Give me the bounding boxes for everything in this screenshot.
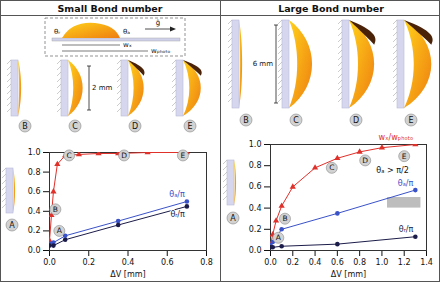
svg-text:6 mm: 6 mm (253, 60, 273, 68)
svg-text:C: C (329, 163, 334, 172)
svg-text:2 mm: 2 mm (92, 84, 112, 92)
svg-text:Large Bond number: Large Bond number (278, 3, 384, 14)
svg-text:0.4: 0.4 (309, 258, 322, 267)
svg-text:1.0: 1.0 (28, 148, 41, 157)
svg-text:D: D (121, 151, 127, 160)
svg-text:ĝ: ĝ (156, 19, 160, 27)
svg-text:θₐ: θₐ (123, 28, 130, 36)
svg-text:C: C (72, 122, 78, 131)
svg-text:A: A (57, 226, 63, 235)
svg-text:0.6: 0.6 (161, 258, 174, 267)
svg-text:A: A (9, 221, 15, 230)
svg-text:C: C (293, 116, 299, 125)
svg-text:wₚₕₒₜₒ: wₚₕₒₜₒ (151, 47, 171, 55)
svg-text:1.0: 1.0 (249, 140, 262, 149)
svg-text:θᵣ: θᵣ (54, 28, 60, 36)
svg-text:B: B (22, 122, 28, 131)
svg-text:0.8: 0.8 (353, 258, 366, 267)
svg-text:B: B (243, 116, 249, 125)
svg-text:θₐ > π/2: θₐ > π/2 (376, 166, 408, 175)
svg-text:D: D (132, 122, 138, 131)
svg-text:0.6: 0.6 (331, 258, 344, 267)
svg-text:0.6: 0.6 (28, 187, 41, 196)
svg-text:0.8: 0.8 (28, 168, 41, 177)
svg-text:0.0: 0.0 (43, 258, 56, 267)
svg-text:B: B (53, 205, 58, 214)
svg-text:C: C (67, 151, 72, 160)
svg-text:1.0: 1.0 (376, 258, 389, 267)
svg-text:D: D (353, 116, 359, 125)
svg-text:0.2: 0.2 (28, 226, 41, 235)
svg-text:A: A (230, 214, 236, 223)
svg-text:ΔV [mm]: ΔV [mm] (331, 270, 366, 279)
svg-text:E: E (402, 152, 407, 161)
svg-text:1.2: 1.2 (398, 258, 411, 267)
svg-text:wₓ: wₓ (123, 41, 132, 49)
svg-text:θᵣ/π: θᵣ/π (399, 225, 414, 234)
svg-text:E: E (187, 122, 192, 131)
svg-text:E: E (408, 116, 413, 125)
svg-text:0.4: 0.4 (28, 207, 41, 216)
svg-text:0.4: 0.4 (249, 204, 262, 213)
svg-text:0.0: 0.0 (264, 258, 277, 267)
svg-text:0.6: 0.6 (249, 182, 262, 191)
svg-text:0.0: 0.0 (28, 246, 41, 255)
svg-text:B: B (282, 214, 287, 223)
svg-text:θₐ/π: θₐ/π (398, 179, 414, 188)
svg-text:0.2: 0.2 (286, 258, 299, 267)
svg-text:Small Bond number: Small Bond number (58, 3, 163, 14)
svg-text:0.2: 0.2 (82, 258, 95, 267)
svg-text:ΔV [mm]: ΔV [mm] (110, 270, 145, 279)
svg-text:1.4: 1.4 (420, 258, 433, 267)
svg-text:D: D (362, 156, 368, 165)
svg-text:0.4: 0.4 (122, 258, 135, 267)
svg-text:0.2: 0.2 (249, 225, 262, 234)
svg-text:0.0: 0.0 (249, 246, 262, 255)
svg-text:0.8: 0.8 (200, 258, 213, 267)
svg-text:θᵣ/π: θᵣ/π (170, 210, 185, 219)
svg-text:A: A (276, 233, 282, 242)
svg-text:0.8: 0.8 (249, 161, 262, 170)
svg-text:E: E (181, 151, 186, 160)
svg-text:wₓ/wₚₕₒₜₒ: wₓ/wₚₕₒₜₒ (378, 133, 413, 142)
svg-text:θₐ/π: θₐ/π (169, 190, 185, 199)
